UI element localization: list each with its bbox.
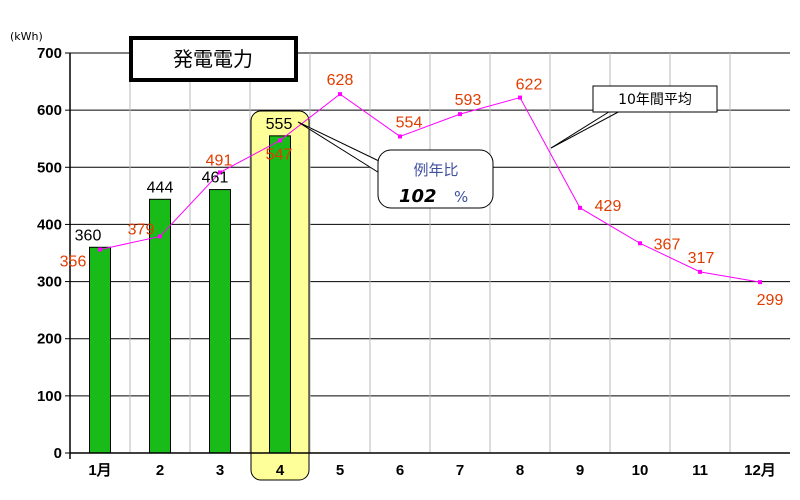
average-point: [278, 138, 282, 143]
average-point: [518, 95, 522, 100]
x-tick-label: 12月: [744, 462, 776, 479]
y-tick-label: 600: [37, 102, 62, 119]
chart-title-box: 発電電力: [129, 36, 298, 82]
bar-actual: [89, 246, 111, 454]
y-tick-label: 0: [54, 445, 62, 462]
average-point: [98, 247, 102, 252]
ratio-callout-bubble: [377, 149, 494, 209]
y-tick-label: 400: [37, 216, 62, 233]
average-value-label: 299: [757, 292, 784, 309]
chart-title-frame: [129, 36, 298, 82]
average-point: [758, 280, 762, 285]
x-tick-label: 11: [692, 462, 708, 479]
x-tick-label: 4: [276, 462, 285, 479]
chart-title: 発電電力: [173, 47, 253, 71]
grid-layer: [70, 52, 790, 454]
average-value-label: 491: [206, 152, 233, 169]
average-point: [338, 92, 342, 97]
average-point: [698, 269, 702, 274]
average-callout-pointer: [550, 109, 623, 149]
average-callout-pointer: [550, 109, 613, 149]
x-tick-label: 8: [516, 462, 524, 479]
label-layer: 360 444 461 555 356 379 491 547 628 554 593 622 429 3…: [60, 72, 784, 309]
average-point: [578, 205, 582, 210]
x-tick-label: 1月: [88, 462, 111, 479]
ratio-callout-joint: [379, 161, 383, 174]
ratio-label: 例年比: [413, 161, 458, 179]
average-value-label: 593: [455, 92, 482, 109]
average-callout-box: [592, 85, 718, 113]
average-value-label: 622: [516, 77, 543, 94]
ratio-value: 102: [399, 186, 437, 207]
year-ratio-callout: 例年比 102 %: [297, 121, 494, 209]
bar-value-label: 444: [147, 179, 174, 196]
bar-actual: [209, 189, 231, 454]
average-value-label: 628: [327, 72, 354, 89]
average-point: [458, 112, 462, 117]
average-legend-callout: 10年間平均: [550, 85, 718, 149]
y-axis-unit-label: (kWh): [10, 30, 43, 43]
y-tick-label: 200: [37, 331, 62, 348]
bar-actual: [269, 135, 291, 454]
average-point: [638, 241, 642, 246]
ratio-unit: %: [454, 188, 468, 206]
average-callout-label: 10年間平均: [618, 92, 692, 108]
average-value-label: 554: [396, 114, 423, 131]
average-value-label: 317: [688, 250, 715, 267]
x-tick-label: 7: [456, 462, 464, 479]
axis-layer: 0 100 200 300 400 500 600 700 1月 2 3 4 5 6 7 8 9 10 11 12月: [37, 45, 790, 479]
y-tick-label: 100: [37, 388, 62, 405]
y-tick-label: 500: [37, 159, 62, 176]
x-tick-label: 3: [216, 462, 224, 479]
average-point: [158, 234, 162, 239]
x-tick-label: 2: [156, 462, 164, 479]
average-value-label: 429: [595, 198, 622, 215]
x-tick-label: 5: [336, 462, 344, 479]
average-point: [218, 170, 222, 175]
y-tick-label: 300: [37, 274, 62, 291]
bar-value-label: 360: [75, 227, 102, 244]
average-value-label: 547: [266, 146, 293, 163]
average-value-label: 379: [128, 221, 155, 238]
y-tick-label: 700: [37, 45, 62, 62]
average-value-label: 356: [60, 254, 87, 271]
bar-layer: [89, 135, 291, 454]
bar-value-label: 461: [202, 170, 229, 187]
average-value-label: 367: [654, 236, 681, 253]
bar-value-label: 555: [266, 116, 293, 133]
average-point: [398, 134, 402, 139]
x-tick-label: 10: [632, 462, 649, 479]
average-line-layer: [98, 92, 762, 285]
average-series-line: [99, 93, 761, 283]
x-tick-label: 6: [396, 462, 404, 479]
x-tick-label: 9: [576, 462, 584, 479]
